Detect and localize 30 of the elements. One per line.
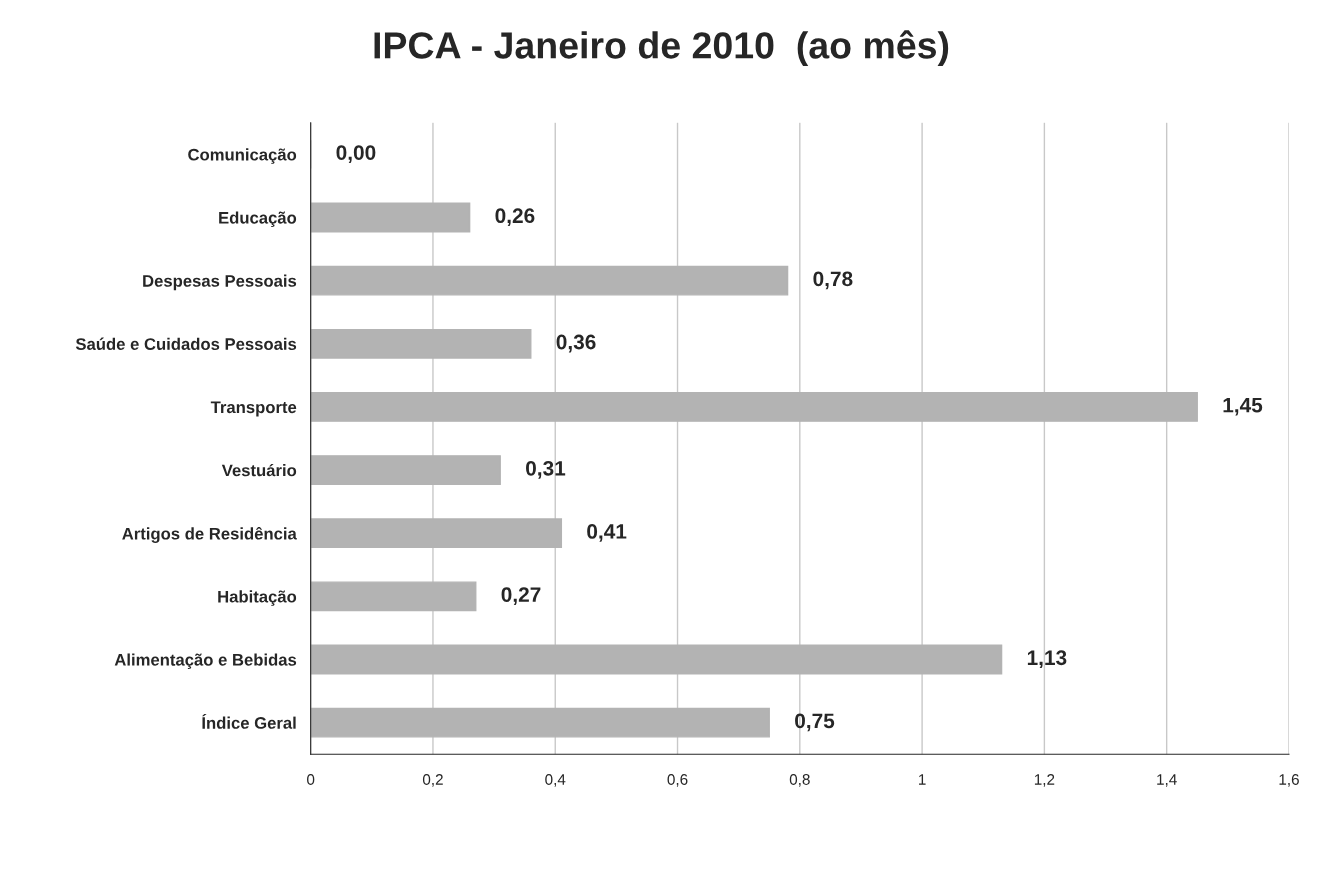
data-label: 0,00 (336, 145, 376, 163)
y-tick-label: Transporte (210, 401, 297, 417)
data-label: 1,45 (1223, 397, 1263, 416)
y-tick-label: Despesas Pessoais (143, 274, 297, 291)
y-tick-label: Vestuário (221, 463, 297, 477)
x-tick-label: 1,2 (1034, 774, 1055, 787)
x-tick-label: 0,8 (789, 774, 810, 787)
data-label: 0,41 (587, 524, 627, 542)
x-tick-label: 0,4 (545, 774, 566, 787)
data-label: 0,27 (501, 587, 541, 605)
y-tick-label: Habitação (218, 590, 297, 606)
data-label: 0,75 (795, 713, 835, 732)
data-label: 0,78 (813, 271, 853, 290)
data-label: 0,36 (556, 334, 596, 353)
y-tick-label: Artigos de Residência (122, 526, 297, 543)
y-tick-label: Educação (219, 211, 297, 227)
x-tick-label: 1,4 (1157, 774, 1177, 787)
x-tick-label: 1 (919, 774, 926, 785)
chart-title: IPCA - Janeiro de 2010 (ao mês) (374, 30, 949, 67)
x-tick-label: 0,2 (422, 774, 443, 787)
x-tick-label: 0 (307, 774, 315, 785)
data-label: 1,13 (1027, 650, 1067, 669)
data-label: 0,26 (495, 208, 535, 227)
y-tick-label: Índice Geral (202, 713, 296, 729)
y-tick-label: Comunicação (188, 148, 297, 164)
x-tick-label: 1,6 (1279, 774, 1299, 787)
data-label: 0,31 (526, 460, 566, 479)
x-tick-label: 0,6 (667, 774, 688, 787)
y-tick-label: Saúde e Cuidados Pessoais (75, 337, 297, 350)
y-tick-label: Alimentação e Bebidas (114, 653, 297, 669)
